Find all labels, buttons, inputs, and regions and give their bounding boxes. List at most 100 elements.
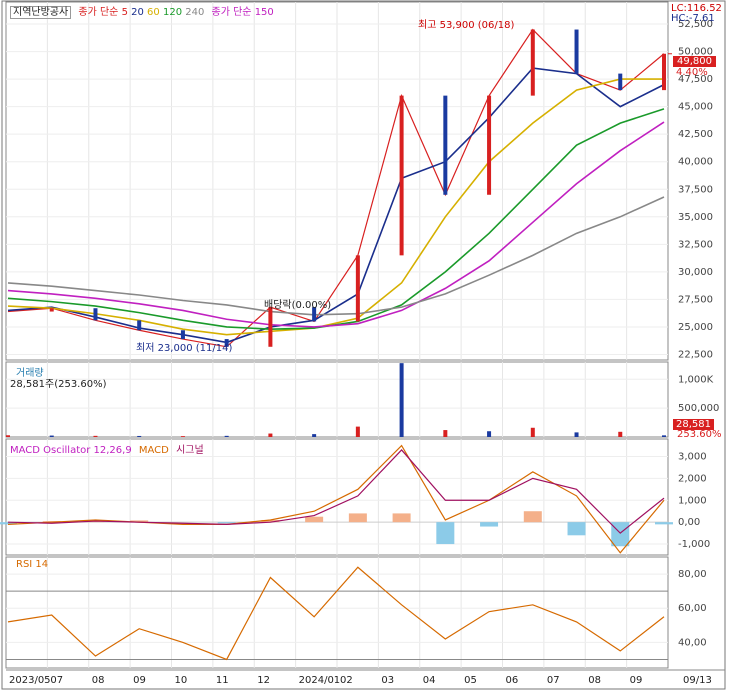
y-tick-label: 52,500 (678, 19, 713, 30)
macd-header: MACD Oscillator 12,26,9 MACD 시그널 (10, 441, 204, 456)
last-price-badge: 49,800 (673, 56, 716, 67)
volume-bar (487, 431, 492, 437)
last-change: 4.40% (676, 67, 708, 78)
price-candle (662, 53, 666, 91)
price-candle (530, 29, 535, 96)
dividend-annotation: 배당락(0.00%) (264, 300, 332, 311)
y-tick-label: 60,00 (678, 603, 707, 614)
x-tick-label: 08 (92, 675, 105, 686)
macd-oscillator-bar (217, 522, 236, 524)
price-header: 지역난방공사 종가 단순 5 20 60 120 240 종가 단순 150 (10, 3, 274, 19)
x-tick-label: 08 (588, 675, 601, 686)
price-candle (268, 307, 273, 347)
macd-oscillator-bar (480, 522, 499, 527)
price-candle (443, 95, 448, 195)
macd-oscillator-bar (523, 511, 542, 523)
y-tick-label: 500,000 (678, 403, 719, 414)
macd-osc-label: MACD Oscillator 12,26,9 (10, 445, 132, 456)
ma2-label: 종가 단순 150 (211, 7, 274, 18)
y-tick-label: 35,000 (678, 212, 713, 223)
macd-signal-label: 시그널 (176, 445, 204, 456)
price-candle (49, 308, 54, 312)
x-tick-label: 2023/05 (9, 675, 51, 686)
volume-last-pct: 253.60% (677, 429, 722, 440)
volume-bar (224, 435, 229, 437)
y-tick-label: 1,000K (678, 374, 714, 385)
price-candle (355, 255, 360, 322)
price-candle (93, 308, 98, 321)
rsi-line (7, 566, 665, 661)
price-series-20 (7, 67, 665, 344)
macd-line-label: MACD (138, 445, 169, 456)
macd-oscillator-bar (611, 522, 630, 547)
macd-oscillator-bar (130, 520, 149, 523)
lc-label: LC:116.52 (671, 3, 722, 14)
x-tick-label: 04 (423, 675, 436, 686)
x-tick-label: 07 (547, 675, 560, 686)
macd-oscillator-bar (567, 522, 586, 536)
volume-bar (574, 432, 579, 437)
volume-label: 거래량 (16, 368, 44, 379)
y-tick-label: 40,00 (678, 637, 707, 648)
y-tick-label: 37,500 (678, 184, 713, 195)
ma-60: 60 (147, 7, 160, 18)
y-tick-label: 80,00 (678, 569, 707, 580)
y-tick-label: 45,000 (678, 102, 713, 113)
y-tick-label: 30,000 (678, 267, 713, 278)
y-tick-label: 2,000 (678, 473, 707, 484)
price-candle (574, 29, 579, 74)
macd-oscillator-bar (655, 522, 673, 525)
rsi-label: RSI 14 (16, 559, 49, 570)
price-candle (137, 320, 142, 331)
y-tick-label: 32,500 (678, 239, 713, 250)
y-tick-label: 22,500 (678, 349, 713, 360)
x-tick-label: 06 (506, 675, 519, 686)
macd-line-1 (7, 449, 665, 534)
high-annotation: 최고 53,900 (06/18) (418, 20, 515, 31)
ma-5: 5 (121, 7, 128, 18)
y-tick-label: 50,000 (678, 47, 713, 58)
volume-bar (49, 435, 54, 437)
x-tick-label: 2024/01 (299, 675, 341, 686)
volume-bar (355, 426, 360, 437)
volume-bar (399, 363, 404, 437)
price-candle (180, 330, 185, 340)
volume-bar (618, 431, 623, 437)
volume-bar (137, 435, 142, 437)
volume-value: 28,581주(253.60%) (10, 379, 107, 390)
price-candle (312, 307, 317, 322)
x-tick-label: 03 (381, 675, 394, 686)
macd-oscillator-bar (392, 513, 411, 523)
low-annotation: 최저 23,000 (11/14) (136, 343, 233, 354)
price-candle (618, 73, 623, 91)
ma-label: 종가 단순 (78, 7, 119, 18)
x-tick-label: 09 (133, 675, 146, 686)
macd-oscillator-bar (261, 519, 280, 523)
price-candle (224, 339, 229, 347)
x-tick-label: 12 (257, 675, 270, 686)
ma-20: 20 (131, 7, 144, 18)
volume-bar (93, 435, 98, 437)
volume-bar (312, 434, 317, 437)
y-tick-label: 0,00 (678, 517, 700, 528)
y-tick-label: 40,000 (678, 157, 713, 168)
volume-bar (530, 427, 535, 437)
y-tick-label: 47,500 (678, 74, 713, 85)
volume-last-badge: 28,581 (673, 419, 714, 430)
volume-bar (6, 435, 10, 437)
price-series-종가 (7, 28, 665, 348)
stock-name[interactable]: 지역난방공사 (10, 6, 72, 19)
x-tick-label: 07 (50, 675, 63, 686)
y-tick-label: 27,500 (678, 294, 713, 305)
x-tick-label: 09/13 (683, 675, 712, 686)
macd-oscillator-bar (436, 522, 455, 545)
x-tick-label: 05 (464, 675, 477, 686)
price-series-60 (7, 78, 664, 336)
y-tick-label: 3,000 (678, 452, 707, 463)
x-tick-label: 11 (216, 675, 229, 686)
volume-bar (180, 436, 185, 437)
price-candle (399, 95, 404, 256)
